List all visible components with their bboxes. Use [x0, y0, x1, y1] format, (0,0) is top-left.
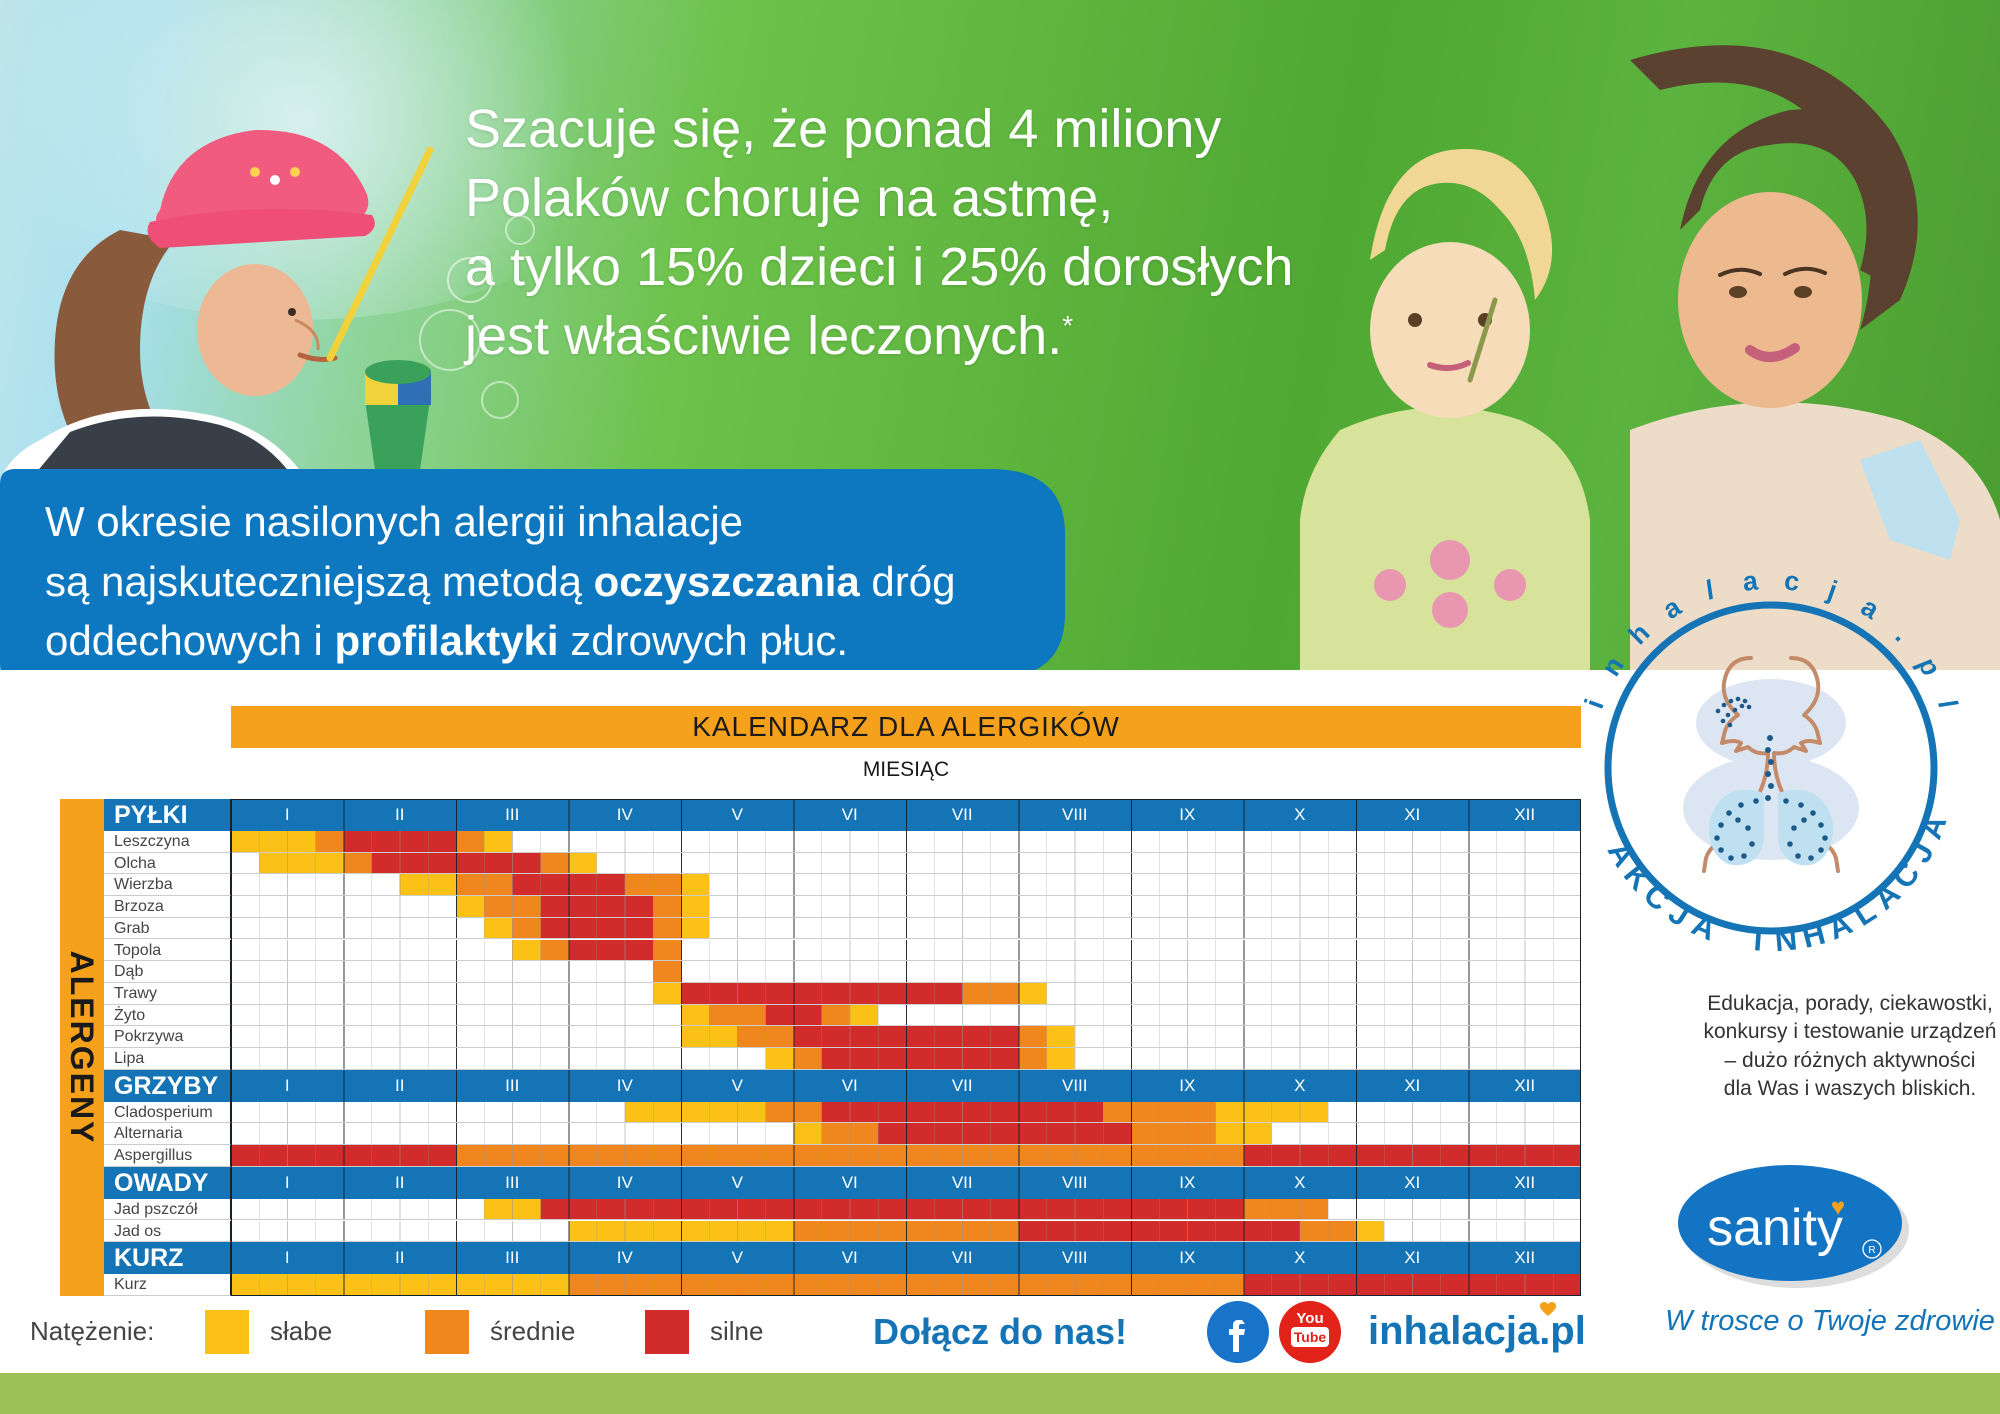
- svg-text:sanity: sanity: [1707, 1199, 1843, 1257]
- svg-text:I: I: [1752, 922, 1763, 958]
- svg-text:R: R: [1868, 1245, 1875, 1256]
- svg-text:A: A: [1687, 906, 1721, 947]
- svg-text:Tube: Tube: [1294, 1329, 1327, 1345]
- svg-text:H: H: [1798, 915, 1828, 954]
- svg-text:♥: ♥: [1831, 1194, 1845, 1221]
- svg-text:A: A: [1913, 811, 1954, 844]
- svg-text:N: N: [1773, 921, 1798, 958]
- svg-text:You: You: [1296, 1310, 1323, 1327]
